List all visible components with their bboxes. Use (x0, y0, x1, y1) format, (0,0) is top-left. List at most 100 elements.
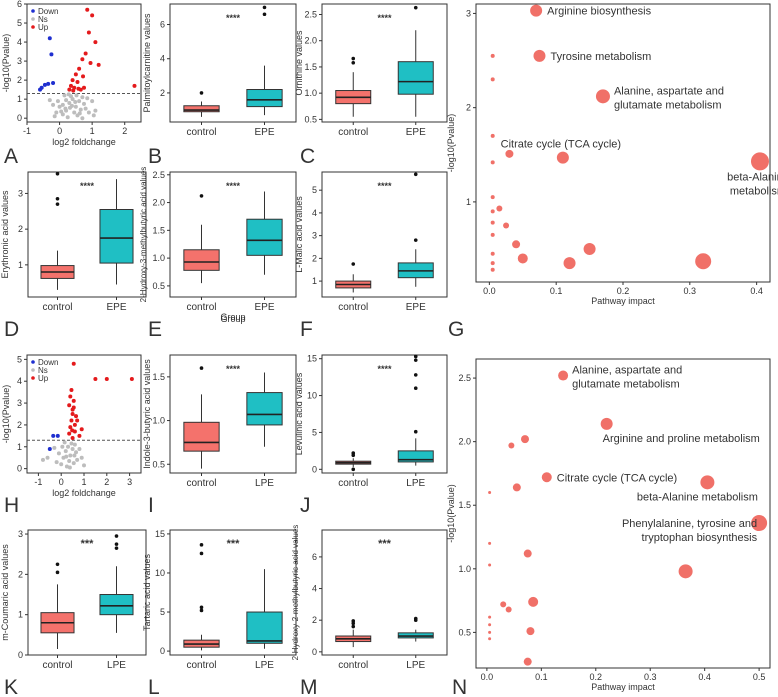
outlier-point (413, 5, 418, 10)
y-tick-label: 3 (18, 188, 23, 198)
outlier-point (199, 608, 204, 613)
outlier-point (55, 570, 60, 575)
point-ns (66, 444, 71, 449)
point-up (68, 425, 73, 430)
box-iqr (397, 61, 434, 95)
y-axis-label: Tartaric acid values (142, 553, 152, 631)
x-axis-label: Group (220, 314, 245, 324)
outlier-point (351, 624, 356, 629)
point-down (51, 433, 56, 438)
x-tick-label: 0.1 (535, 672, 548, 682)
y-tick-label: 10 (155, 568, 165, 578)
pathway-bubble (523, 549, 532, 558)
x-tick-label: 0.4 (750, 286, 763, 296)
point-ns (77, 446, 82, 451)
pathway-bubble (750, 152, 769, 171)
pathway-bubble (512, 483, 521, 492)
y-tick-label: 1 (18, 260, 23, 270)
y-tick-label: 2 (17, 420, 22, 430)
point-ns (52, 445, 57, 450)
pathway-bubble (490, 195, 495, 200)
y-tick-label: 15 (155, 529, 165, 539)
panel-letter-n: N (452, 676, 467, 697)
y-tick-label: 2.0 (458, 437, 471, 447)
legend-marker-ns (31, 17, 35, 21)
point-ns (70, 446, 75, 451)
point-down (46, 81, 51, 86)
point-up (77, 433, 82, 438)
x-tick-label: 0.1 (550, 286, 563, 296)
panel-letter-h: H (4, 494, 19, 517)
point-up (76, 86, 81, 91)
pathway-label: Tyrosine metabolism (550, 51, 651, 63)
pathway-label: Phenylalanine, tyrosine and (622, 518, 757, 530)
point-ns (54, 110, 59, 115)
x-axis-label: log2 foldchange (52, 137, 116, 147)
pathway-label: Alanine, aspartate and (614, 85, 724, 97)
pathway-bubble (595, 89, 610, 104)
pathway-bubble (488, 630, 492, 634)
outlier-point (114, 546, 119, 550)
bubble-panel-g: 1 2 3 0.0 0.1 0.2 0.3 0.4 -log10(Pvalue) Pathway … (446, 3, 778, 306)
y-tick-label: 0 (17, 113, 22, 123)
significance-mark: *** (378, 538, 392, 550)
pathway-bubble (488, 541, 492, 545)
point-up (82, 85, 86, 90)
y-tick-label: 0.5 (152, 281, 165, 291)
pathway-bubble (508, 442, 515, 449)
panel-letter-e: E (148, 318, 162, 341)
boxplot-panel-m: 0 2 4 6 2-Hydroxy-2-methylbutyric acid value… (291, 525, 448, 671)
box-iqr (246, 392, 283, 426)
plot-frame (169, 3, 297, 123)
point-ns (93, 108, 98, 113)
outlier-point (55, 562, 60, 567)
pathway-bubble (488, 637, 492, 641)
plot-frame (169, 354, 297, 474)
category-label: control (338, 660, 368, 671)
y-tick-label: 5 (17, 18, 22, 28)
significance-mark: **** (226, 181, 241, 191)
y-tick-label: 2 (312, 615, 317, 625)
point-ns (65, 115, 70, 120)
point-up (79, 427, 84, 432)
point-down (47, 36, 52, 41)
point-ns (62, 440, 67, 445)
pathway-bubble (490, 220, 495, 225)
significance-mark: **** (377, 364, 392, 374)
x-tick-label: 0.0 (483, 286, 496, 296)
pathway-bubble (490, 160, 495, 165)
boxplot-panel-f: 1 2 3 4 5 L-Malic acid values control EPE **** (294, 171, 448, 313)
category-label: LPE (255, 478, 274, 489)
point-ns (69, 441, 74, 446)
outlier-point (413, 386, 418, 390)
y-tick-label: 2 (160, 88, 165, 98)
pathway-label: Citrate cycle (TCA cycle) (557, 472, 677, 484)
point-up (129, 377, 134, 382)
point-up (69, 418, 74, 423)
point-ns (80, 116, 85, 121)
x-tick-label: 1 (81, 477, 86, 487)
legend-label: Down (38, 7, 58, 16)
y-tick-label: 3 (17, 398, 22, 408)
panel-letter-f: F (300, 318, 313, 341)
outlier-point (351, 451, 356, 455)
pathway-bubble (556, 151, 569, 164)
pathway-bubble (521, 435, 529, 444)
outlier-point (351, 619, 356, 623)
outlier-point (199, 605, 204, 610)
category-label: EPE (106, 302, 126, 313)
point-ns (64, 98, 69, 103)
point-up (70, 78, 75, 83)
outlier-point (262, 12, 267, 17)
x-tick-label: 0.4 (698, 672, 711, 682)
pathway-bubble (490, 251, 495, 256)
y-tick-label: 10 (307, 391, 317, 401)
point-ns (80, 95, 85, 100)
point-up (72, 422, 77, 427)
point-ns (79, 455, 84, 460)
panel-letters: A B C D E F G H I J K L M N (4, 145, 467, 697)
pathway-label: Citrate cycle (TCA cycle) (501, 139, 621, 151)
point-up (80, 57, 85, 62)
